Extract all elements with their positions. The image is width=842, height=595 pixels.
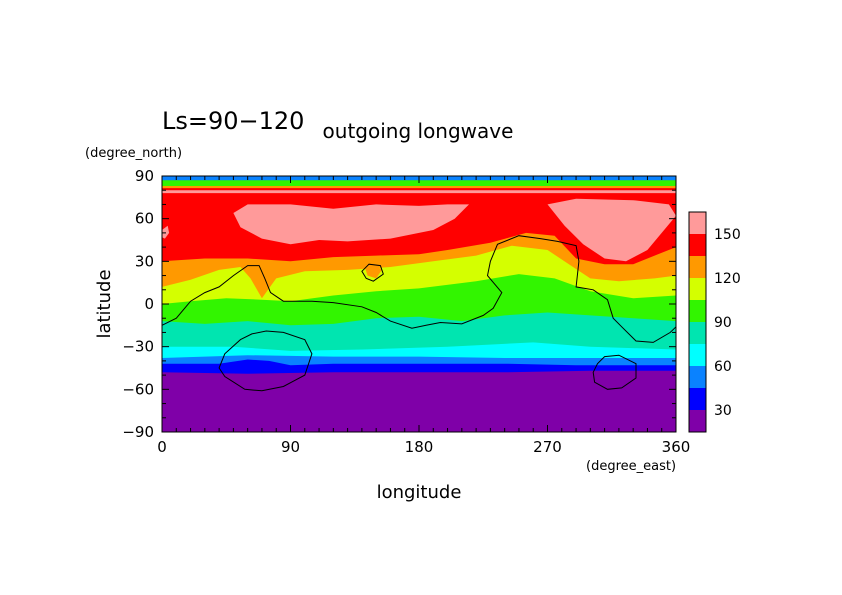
- y-tick-label: 0: [144, 295, 154, 313]
- colorbar-tick-label: 30: [714, 403, 732, 419]
- contour-region-120: [364, 264, 382, 279]
- colorbar-cell: [689, 212, 706, 234]
- contour-line-4: [361, 263, 384, 282]
- contour-line-3: [592, 354, 637, 390]
- colorbar-tick-label: 120: [714, 271, 741, 287]
- contour-region-150: [162, 225, 170, 239]
- colorbar-cell: [689, 388, 706, 410]
- y-units: (degree_north): [85, 146, 182, 161]
- colorbar-cell: [689, 366, 706, 388]
- contour-region-150: [547, 198, 676, 262]
- y-tick-label: −30: [122, 338, 154, 356]
- y-axis: 90 60 30 0 −30 −60 −90: [122, 167, 676, 441]
- plot-area: [162, 176, 676, 432]
- contour-region-150: [233, 204, 469, 245]
- colorbar-cell: [689, 234, 706, 256]
- x-tick-label: 360: [662, 438, 691, 456]
- colorbar-tick-label: 150: [714, 227, 741, 243]
- x-tick-label: 270: [533, 438, 562, 456]
- contour-line-2: [218, 330, 313, 392]
- colorbar-cell: [689, 256, 706, 278]
- x-axis: 0 90 180 270 360: [157, 176, 690, 456]
- x-axis-title: longitude: [377, 482, 462, 503]
- colorbar-cell: [689, 410, 706, 432]
- x-tick-label: 90: [281, 438, 300, 456]
- y-tick-label: −60: [122, 380, 154, 398]
- y-axis-title: latitude: [94, 269, 115, 338]
- colorbar-cell: [689, 322, 706, 344]
- colorbar: 30 60 90 120 150: [688, 211, 741, 433]
- colorbar-cell: [689, 300, 706, 322]
- period-label: Ls=90−120: [162, 107, 304, 135]
- y-tick-label: −90: [122, 423, 154, 441]
- colorbar-tick-label: 90: [714, 315, 732, 331]
- high-value-regions: [162, 198, 676, 279]
- colorbar-cell: [689, 344, 706, 366]
- x-tick-label: 180: [405, 438, 434, 456]
- chart-title: outgoing longwave: [323, 119, 514, 143]
- contour-line-1: [162, 235, 676, 343]
- contour-lines: [162, 235, 676, 392]
- y-tick-label: 90: [135, 167, 154, 185]
- y-tick-label: 30: [135, 252, 154, 270]
- x-tick-label: 0: [157, 438, 167, 456]
- colorbar-tick-label: 60: [714, 359, 732, 375]
- x-units: (degree_east): [586, 459, 676, 474]
- y-tick-label: 60: [135, 210, 154, 228]
- colorbar-cell: [689, 278, 706, 300]
- colorbar-frame: [688, 211, 707, 433]
